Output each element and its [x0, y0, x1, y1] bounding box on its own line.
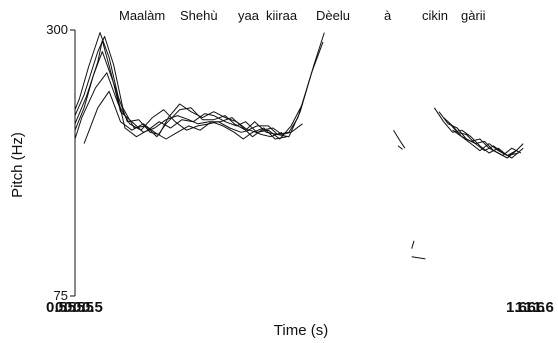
pitch-series-9 — [433, 107, 524, 156]
word-label-8: gàrii — [461, 8, 486, 23]
pitch-series-11 — [443, 117, 517, 159]
pitch-series-12 — [447, 121, 524, 159]
pitch-series-7 — [393, 129, 406, 149]
svg-text:1.6: 1.6 — [524, 299, 545, 316]
svg-text:0.5: 0.5 — [64, 299, 85, 316]
y-tick-label-bottom: 75 — [54, 288, 68, 303]
word-label-3: yaa — [238, 8, 260, 23]
pitch-series-10 — [438, 111, 522, 156]
pitch-series-14 — [411, 240, 415, 249]
pitch-series-15 — [411, 256, 426, 260]
svg-text:0.5: 0.5 — [73, 299, 94, 316]
svg-text:0.5: 0.5 — [82, 299, 103, 316]
word-label-7: cikin — [422, 8, 448, 23]
pitch-series-group — [74, 32, 524, 260]
pitch-series-1 — [74, 32, 324, 135]
pitch-series-3 — [74, 40, 303, 138]
word-label-4: kiiraa — [266, 8, 298, 23]
pitch-series-6 — [83, 90, 287, 144]
y-axis-label: Pitch (Hz) — [9, 132, 26, 198]
word-label-6: à — [384, 8, 392, 23]
svg-text:0.5: 0.5 — [46, 299, 67, 316]
word-label-1: Maalàm — [119, 8, 165, 23]
pitch-series-2 — [74, 32, 325, 138]
svg-text:1.6: 1.6 — [515, 299, 536, 316]
svg-text:0.5: 0.5 — [55, 299, 76, 316]
x-axis-label: Time (s) — [274, 322, 328, 339]
pitch-series-13 — [452, 129, 519, 156]
svg-text:1.6: 1.6 — [533, 299, 554, 316]
pitch-series-8 — [397, 145, 403, 150]
svg-text:1.6: 1.6 — [506, 299, 527, 316]
x-tick-label-right: 1.6 1.6 1.6 1.6 — [506, 299, 554, 316]
pitch-series-4 — [74, 51, 303, 140]
word-label-2: Shehù — [180, 8, 218, 23]
y-tick-label-top: 300 — [46, 22, 68, 37]
word-labels: Maalàm Shehù yaa kiiraa Dèelu à cikin gàrii — [119, 8, 486, 23]
pitch-series-5 — [74, 72, 283, 140]
x-tick-label-left: 0.5 0.5 0.5 0.5 0.5 — [46, 299, 103, 316]
word-label-5: Dèelu — [316, 8, 350, 23]
